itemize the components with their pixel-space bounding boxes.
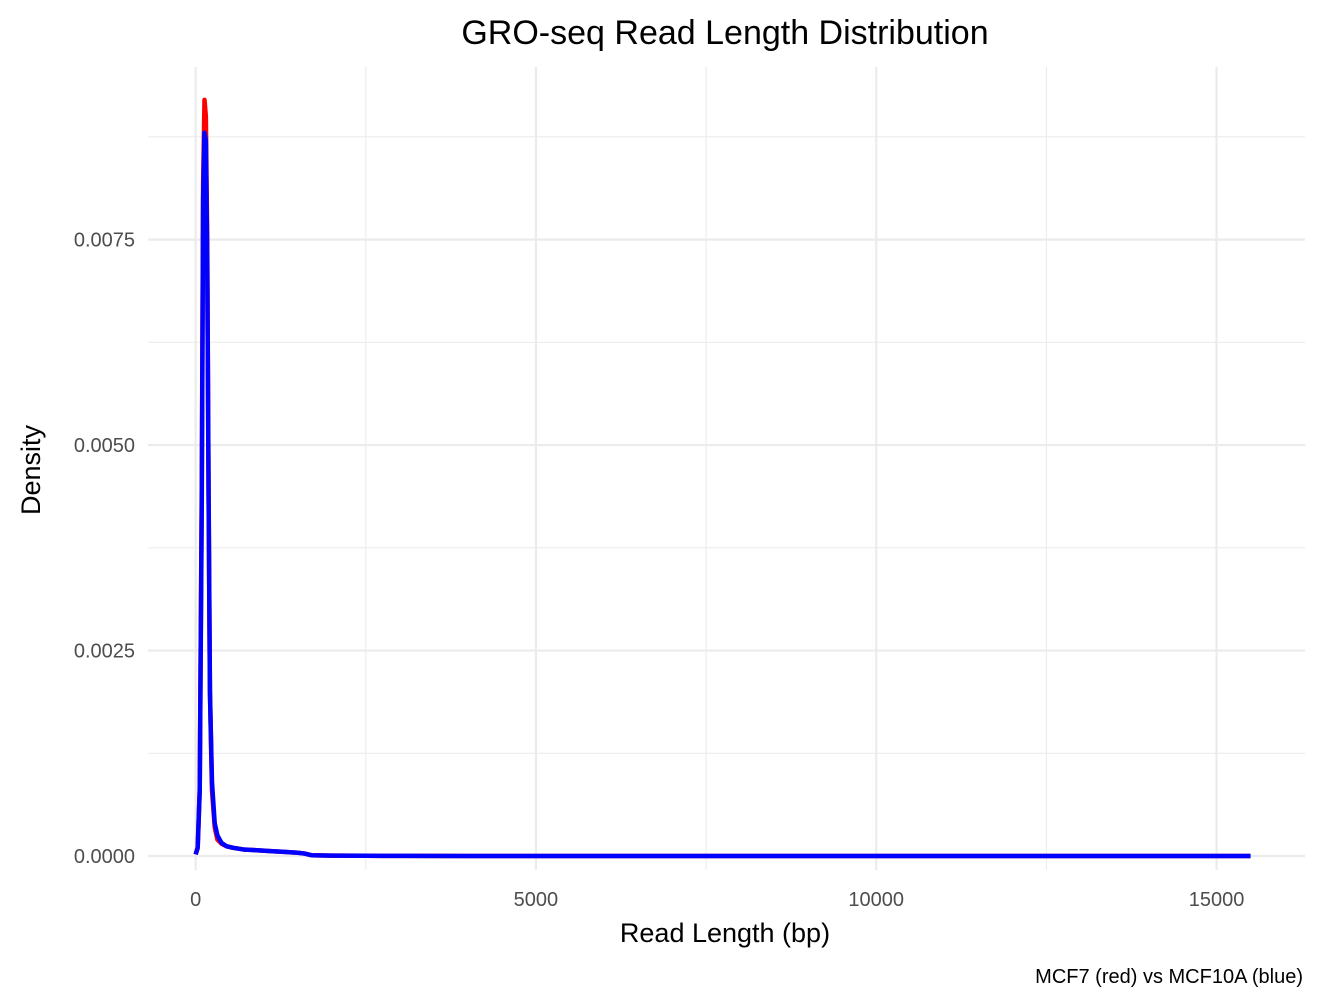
series-lines	[193, 97, 1251, 859]
y-tick-label: 0.0075	[74, 230, 135, 252]
major-gridlines	[148, 67, 1305, 870]
x-tick-label: 0	[190, 889, 201, 911]
minor-gridlines	[148, 67, 1305, 870]
series-line-mcf7	[193, 97, 1251, 859]
y-tick-label: 0.0025	[74, 641, 135, 663]
x-tick-label: 15000	[1189, 889, 1245, 911]
x-tick-label: 5000	[514, 889, 559, 911]
y-tick-label: 0.0000	[74, 846, 135, 868]
chart-caption: MCF7 (red) vs MCF10A (blue)	[1035, 966, 1303, 988]
x-tick-label: 10000	[848, 889, 904, 911]
y-axis-tick-labels: 0.0000 0.0025 0.0050 0.0075	[74, 230, 135, 868]
chart-title: GRO-seq Read Length Distribution	[461, 14, 988, 52]
x-axis-tick-labels: 0 5000 10000 15000	[190, 889, 1244, 911]
y-axis-title: Density	[16, 424, 46, 515]
y-tick-label: 0.0050	[74, 435, 135, 457]
series-line-mcf10a	[193, 130, 1251, 859]
x-axis-title: Read Length (bp)	[620, 918, 830, 948]
